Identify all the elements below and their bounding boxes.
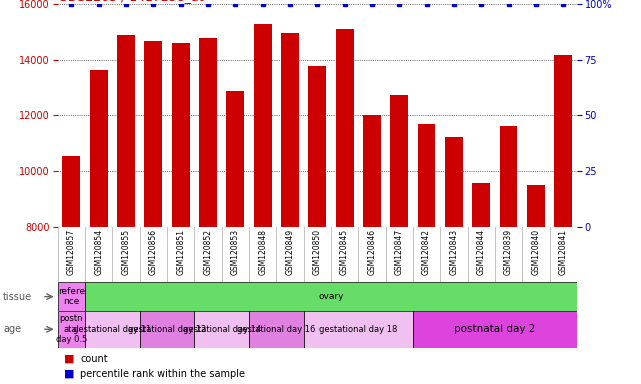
Text: GSM120856: GSM120856 bbox=[149, 229, 158, 275]
Text: gestational day 18: gestational day 18 bbox=[319, 325, 397, 334]
Bar bbox=[527, 185, 545, 227]
Text: postnatal day 2: postnatal day 2 bbox=[454, 324, 536, 334]
Text: refere
nce: refere nce bbox=[58, 287, 85, 306]
Bar bbox=[363, 115, 381, 227]
Bar bbox=[304, 311, 413, 348]
Bar bbox=[500, 126, 517, 227]
Bar bbox=[472, 183, 490, 227]
Text: gestational day 11: gestational day 11 bbox=[73, 325, 151, 334]
Text: gestational day 12: gestational day 12 bbox=[128, 325, 206, 334]
Text: GSM120847: GSM120847 bbox=[395, 229, 404, 275]
Bar bbox=[172, 43, 190, 227]
Bar bbox=[199, 38, 217, 227]
Text: GSM120854: GSM120854 bbox=[94, 229, 103, 275]
Text: GSM120845: GSM120845 bbox=[340, 229, 349, 275]
Text: GSM120842: GSM120842 bbox=[422, 229, 431, 275]
Bar bbox=[308, 66, 326, 227]
Bar bbox=[418, 124, 435, 227]
Text: GSM120855: GSM120855 bbox=[122, 229, 131, 275]
Text: GDS2203 / 1417258_at: GDS2203 / 1417258_at bbox=[58, 0, 203, 3]
Text: GSM120853: GSM120853 bbox=[231, 229, 240, 275]
Bar bbox=[58, 311, 85, 348]
Bar bbox=[281, 33, 299, 227]
Text: age: age bbox=[3, 324, 21, 334]
Text: postn
atal
day 0.5: postn atal day 0.5 bbox=[56, 314, 87, 344]
Text: GSM120849: GSM120849 bbox=[285, 229, 294, 275]
Text: GSM120857: GSM120857 bbox=[67, 229, 76, 275]
Text: GSM120850: GSM120850 bbox=[313, 229, 322, 275]
Text: GSM120852: GSM120852 bbox=[203, 229, 212, 275]
Text: GSM120846: GSM120846 bbox=[367, 229, 376, 275]
Text: ovary: ovary bbox=[318, 292, 344, 301]
Bar bbox=[249, 311, 304, 348]
Bar bbox=[90, 70, 108, 227]
Bar bbox=[336, 30, 353, 227]
Text: ■: ■ bbox=[64, 369, 74, 379]
Bar bbox=[58, 282, 85, 311]
Bar bbox=[554, 55, 572, 227]
Bar bbox=[254, 24, 272, 227]
Bar bbox=[413, 311, 577, 348]
Bar bbox=[144, 41, 162, 227]
Text: GSM120840: GSM120840 bbox=[531, 229, 540, 275]
Bar bbox=[390, 95, 408, 227]
Text: GSM120848: GSM120848 bbox=[258, 229, 267, 275]
Text: GSM120844: GSM120844 bbox=[477, 229, 486, 275]
Text: GSM120843: GSM120843 bbox=[449, 229, 458, 275]
Text: gestational day 14: gestational day 14 bbox=[183, 325, 261, 334]
Bar bbox=[85, 311, 140, 348]
Text: GSM120841: GSM120841 bbox=[559, 229, 568, 275]
Text: gestational day 16: gestational day 16 bbox=[237, 325, 315, 334]
Bar bbox=[226, 91, 244, 227]
Bar bbox=[194, 311, 249, 348]
Text: tissue: tissue bbox=[3, 291, 32, 302]
Text: percentile rank within the sample: percentile rank within the sample bbox=[80, 369, 245, 379]
Text: count: count bbox=[80, 354, 108, 364]
Bar bbox=[445, 137, 463, 227]
Text: ■: ■ bbox=[64, 354, 74, 364]
Text: GSM120851: GSM120851 bbox=[176, 229, 185, 275]
Text: GSM120839: GSM120839 bbox=[504, 229, 513, 275]
Bar bbox=[62, 156, 80, 227]
Bar bbox=[117, 35, 135, 227]
Bar bbox=[140, 311, 194, 348]
